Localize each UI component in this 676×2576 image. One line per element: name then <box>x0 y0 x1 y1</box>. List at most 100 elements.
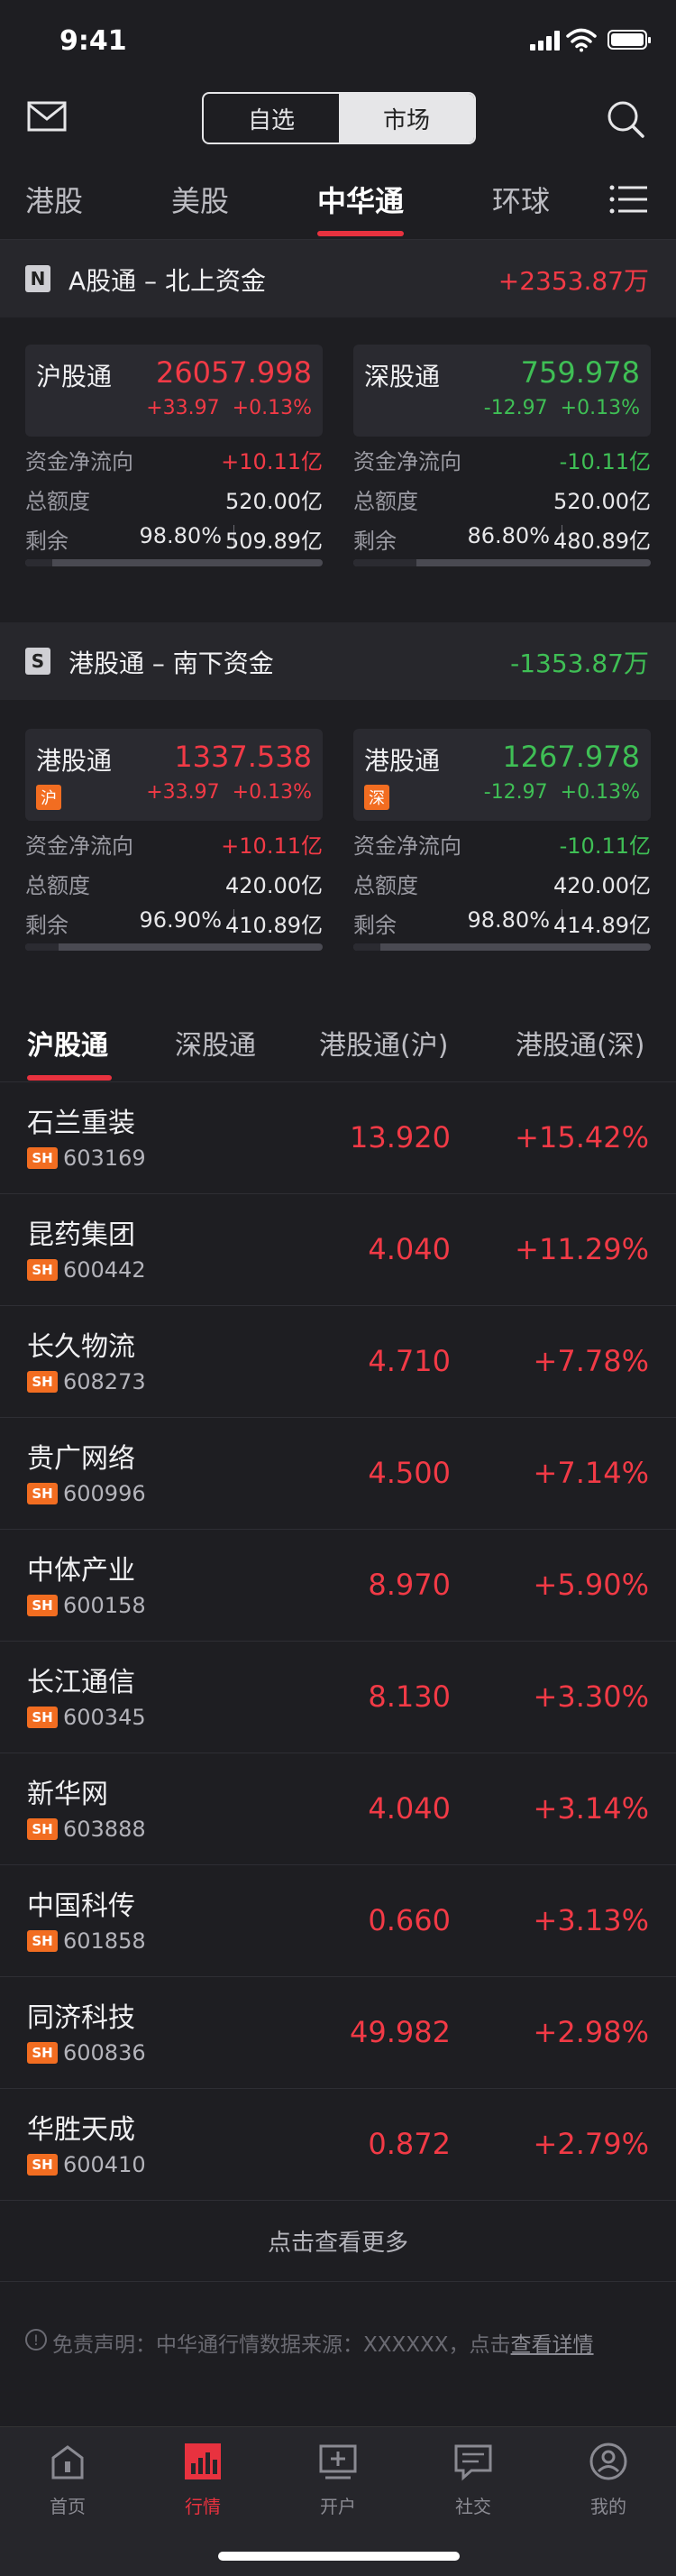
remaining-value: 410.89亿 <box>225 913 323 938</box>
stock-name: 华胜天成 <box>27 2114 135 2146</box>
card-name: 港股通 <box>36 746 113 776</box>
stock-code: 600836 <box>63 2040 146 2065</box>
profile-icon <box>589 2443 627 2480</box>
wifi-icon <box>566 28 597 52</box>
tab-market[interactable]: 行情 <box>149 2442 257 2518</box>
card-change: +33.97 +0.13% <box>146 781 312 804</box>
cellular-signal-icon <box>530 31 561 51</box>
quota-label: 总额度 <box>25 873 90 898</box>
south-total-flow: -1353.87万 <box>510 649 649 678</box>
stock-row[interactable]: 华胜天成 SH 600410 0.872 +2.79% <box>0 2089 676 2201</box>
stock-name: 贵广网络 <box>27 1443 135 1475</box>
remaining-progress-bar <box>353 943 651 951</box>
tab-social[interactable]: 社交 <box>419 2442 527 2518</box>
menu-icon[interactable] <box>609 184 647 215</box>
tab-hk-connect-sh[interactable]: 港股通(沪) <box>319 1030 449 1062</box>
remaining-percent: 96.90% <box>139 907 222 933</box>
card-change: -12.97 +0.13% <box>483 781 640 804</box>
tab-us-stocks[interactable]: 美股 <box>171 184 230 218</box>
disclaimer-link[interactable]: 查看详情 <box>510 2333 594 2357</box>
card-name: 港股通 <box>364 746 441 776</box>
card-hk-connect-sh[interactable]: 港股通 沪 1337.538 +33.97 +0.13% 资金净流向 +10.11亿… <box>25 729 323 951</box>
stock-price: 4.040 <box>368 1232 451 1266</box>
chart-icon <box>185 2443 221 2479</box>
status-bar: 9:41 <box>0 0 676 79</box>
north-section-title: A股通 – 北上资金 <box>69 266 266 296</box>
tab-global[interactable]: 环球 <box>492 184 551 218</box>
stock-row[interactable]: 贵广网络 SH 600996 4.500 +7.14% <box>0 1418 676 1530</box>
remaining-value: 509.89亿 <box>225 529 323 554</box>
stock-row[interactable]: 中国科传 SH 601858 0.660 +3.13% <box>0 1865 676 1977</box>
card-sz-connect[interactable]: 深股通 759.978 -12.97 +0.13% 资金净流向 -10.11亿 总额… <box>353 345 651 566</box>
remaining-progress-bar <box>25 943 323 951</box>
stock-change: +15.42% <box>515 1120 649 1155</box>
stock-row[interactable]: 新华网 SH 603888 4.040 +3.14% <box>0 1753 676 1865</box>
stock-row[interactable]: 石兰重装 SH 603169 13.920 +15.42% <box>0 1082 676 1194</box>
market-badge: SH <box>27 1483 58 1504</box>
stock-code: 601858 <box>63 1928 146 1954</box>
flow-label: 资金净流向 <box>25 449 133 474</box>
stock-price: 8.130 <box>368 1679 451 1714</box>
remaining-progress-bar <box>353 559 651 566</box>
remaining-progress-bar <box>25 559 323 566</box>
card-sh-connect[interactable]: 沪股通 26057.998 +33.97 +0.13% 资金净流向 +10.11亿 … <box>25 345 323 566</box>
stock-name: 昆药集团 <box>27 1219 135 1251</box>
remaining-label: 剩余 <box>25 529 69 554</box>
stock-row[interactable]: 同济科技 SH 600836 49.982 +2.98% <box>0 1977 676 2089</box>
south-section-header: S 港股通 – 南下资金 -1353.87万 <box>0 622 676 700</box>
tab-profile[interactable]: 我的 <box>554 2442 662 2518</box>
net-flow-value: +10.11亿 <box>221 449 323 474</box>
market-badge: SH <box>27 1818 58 1840</box>
market-badge: SH <box>27 2154 58 2176</box>
tab-stock-connect[interactable]: 中华通 <box>317 184 405 218</box>
home-icon <box>51 2445 84 2479</box>
market-badge: SH <box>27 1259 58 1281</box>
remaining-label: 剩余 <box>25 913 69 938</box>
view-more-button[interactable]: 点击查看更多 <box>0 2201 676 2282</box>
stock-change: +5.90% <box>533 1568 649 1602</box>
tab-sh-connect[interactable]: 沪股通 <box>27 1030 108 1062</box>
tab-hk-stocks[interactable]: 港股 <box>25 184 84 218</box>
stock-price: 4.040 <box>368 1791 451 1826</box>
stock-row[interactable]: 长江通信 SH 600345 8.130 +3.30% <box>0 1642 676 1753</box>
stock-change: +11.29% <box>515 1232 649 1266</box>
stock-list-tabs: 沪股通 深股通 港股通(沪) 港股通(深) <box>0 1003 676 1082</box>
segment-watchlist[interactable]: 自选 <box>247 106 295 134</box>
mail-icon[interactable] <box>27 101 67 132</box>
north-total-flow: +2353.87万 <box>498 266 649 296</box>
net-flow-value: +10.11亿 <box>221 833 323 859</box>
tab-home[interactable]: 首页 <box>14 2442 122 2518</box>
flow-label: 资金净流向 <box>353 449 461 474</box>
stock-change: +7.78% <box>533 1344 649 1378</box>
card-price: 1267.978 <box>502 740 640 774</box>
stock-name: 中国科传 <box>27 1891 135 1922</box>
stock-row[interactable]: 长久物流 SH 608273 4.710 +7.78% <box>0 1306 676 1418</box>
active-tab-indicator <box>317 231 404 236</box>
total-quota-value: 420.00亿 <box>225 873 323 898</box>
remaining-percent: 98.80% <box>467 907 550 933</box>
search-icon[interactable] <box>606 99 645 139</box>
stock-list: 石兰重装 SH 603169 13.920 +15.42% 昆药集团 SH 600442 4.0… <box>0 1082 676 2201</box>
stock-row[interactable]: 昆药集团 SH 600442 4.040 +11.29% <box>0 1194 676 1306</box>
stock-price: 0.660 <box>368 1903 451 1937</box>
tab-hk-connect-sz[interactable]: 港股通(深) <box>516 1030 645 1062</box>
stock-change: +7.14% <box>533 1456 649 1490</box>
tab-sz-connect[interactable]: 深股通 <box>175 1030 256 1062</box>
active-list-tab-indicator <box>27 1075 112 1081</box>
exchange-tag: 深 <box>364 785 389 810</box>
stock-row[interactable]: 中体产业 SH 600158 8.970 +5.90% <box>0 1530 676 1642</box>
stock-change: +3.30% <box>533 1679 649 1714</box>
quota-label: 总额度 <box>353 873 418 898</box>
card-price: 26057.998 <box>155 355 312 390</box>
stock-change: +3.14% <box>533 1791 649 1826</box>
remaining-percent: 98.80% <box>139 523 222 548</box>
market-badge: SH <box>27 1707 58 1728</box>
stock-name: 同济科技 <box>27 2002 135 2034</box>
north-badge: N <box>25 265 50 292</box>
stock-change: +3.13% <box>533 1903 649 1937</box>
tab-open-account[interactable]: 开户 <box>284 2442 392 2518</box>
stock-code: 600996 <box>63 1481 146 1506</box>
stock-code: 603169 <box>63 1145 146 1171</box>
card-hk-connect-sz[interactable]: 港股通 深 1267.978 -12.97 +0.13% 资金净流向 -10.11亿… <box>353 729 651 951</box>
segment-market[interactable]: 市场 <box>339 94 474 143</box>
